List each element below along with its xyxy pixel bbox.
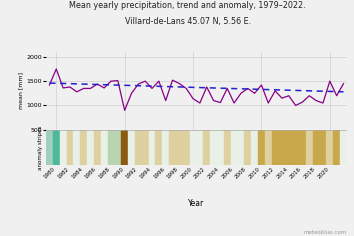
Bar xyxy=(53,130,60,165)
Y-axis label: mean [mm]: mean [mm] xyxy=(18,72,23,109)
Bar xyxy=(210,130,217,165)
Bar xyxy=(142,130,149,165)
Bar xyxy=(292,130,299,165)
Bar xyxy=(299,130,306,165)
Bar xyxy=(190,130,196,165)
Bar xyxy=(73,130,80,165)
Bar xyxy=(128,130,135,165)
Bar xyxy=(87,130,94,165)
Bar xyxy=(176,130,183,165)
Bar xyxy=(279,130,285,165)
Bar xyxy=(306,130,313,165)
Text: Mean yearly precipitation, trend and anomaly, 1979–2022.: Mean yearly precipitation, trend and ano… xyxy=(69,1,306,10)
Y-axis label: anomaly stripes: anomaly stripes xyxy=(38,125,43,170)
Bar xyxy=(149,130,155,165)
Bar xyxy=(272,130,279,165)
Bar xyxy=(231,130,238,165)
Bar xyxy=(285,130,292,165)
Bar xyxy=(258,130,265,165)
Bar xyxy=(333,130,340,165)
Text: meteoblue.com: meteoblue.com xyxy=(304,230,347,235)
Bar xyxy=(265,130,272,165)
Bar xyxy=(162,130,169,165)
Bar xyxy=(108,130,114,165)
Bar xyxy=(183,130,190,165)
Bar xyxy=(135,130,142,165)
X-axis label: Year: Year xyxy=(188,199,205,208)
Bar xyxy=(196,130,203,165)
Bar xyxy=(320,130,326,165)
Bar xyxy=(101,130,108,165)
Bar xyxy=(217,130,224,165)
Bar xyxy=(155,130,162,165)
Bar xyxy=(94,130,101,165)
Bar xyxy=(114,130,121,165)
Bar xyxy=(326,130,333,165)
Bar xyxy=(203,130,210,165)
Bar xyxy=(244,130,251,165)
Bar xyxy=(340,130,347,165)
Bar xyxy=(169,130,176,165)
Bar xyxy=(251,130,258,165)
Bar xyxy=(238,130,244,165)
Text: Villard-de-Lans 45.07 N, 5.56 E.: Villard-de-Lans 45.07 N, 5.56 E. xyxy=(125,17,251,25)
Bar xyxy=(313,130,320,165)
Bar xyxy=(60,130,67,165)
Bar xyxy=(46,130,53,165)
Bar xyxy=(121,130,128,165)
Bar xyxy=(224,130,231,165)
Bar xyxy=(80,130,87,165)
Bar xyxy=(67,130,73,165)
